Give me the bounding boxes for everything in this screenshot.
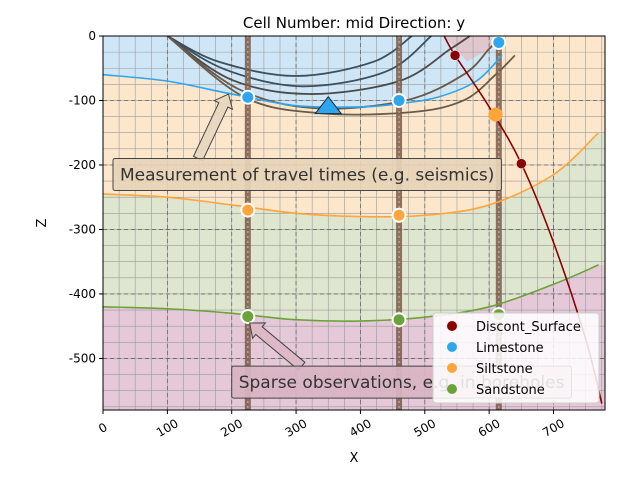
point-limestone [391, 92, 407, 108]
legend-marker-siltstone [447, 363, 457, 373]
x-tick-label: 600 [476, 416, 503, 440]
y-tick-label: -300 [69, 222, 96, 236]
annotation-arrow [192, 93, 234, 162]
observation-points [240, 34, 527, 328]
chart-title: Cell Number: mid Direction: y [243, 14, 465, 32]
y-axis-label: Z [35, 218, 50, 227]
annotation: Measurement of travel times (e.g. seismi… [112, 93, 502, 192]
legend: Discont_Surface Limestone Siltstone Sandsto… [432, 312, 600, 404]
annotation-arrow [249, 322, 306, 371]
y-tick-label: -400 [69, 287, 96, 301]
contact-line-limestone [103, 54, 503, 109]
legend-marker-discont_surface [447, 321, 457, 331]
point-sandstone [391, 312, 407, 328]
legend-label-limestone: Limestone [476, 341, 544, 356]
point-discont_surface [516, 158, 527, 169]
legend-label-sandstone: Sandstone [476, 383, 545, 398]
x-tick-label: 700 [540, 416, 567, 440]
y-axis-ticks: 0 -100 -200 -300 -400 -500 [69, 29, 103, 365]
x-tick-label: 300 [283, 416, 310, 440]
point-sandstone [240, 309, 256, 324]
orientation-circle [488, 107, 503, 122]
legend-label-discont_surface: Discont_Surface [476, 320, 581, 335]
y-tick-label: -100 [69, 93, 96, 107]
legend-marker-limestone [447, 342, 457, 352]
contact-line-sandstone [103, 264, 599, 322]
contact-line-siltstone [103, 132, 600, 218]
legend-label-siltstone: Siltstone [476, 362, 533, 377]
y-tick-label: -200 [69, 158, 96, 172]
x-axis-label: X [350, 451, 359, 466]
point-siltstone [240, 202, 256, 218]
x-axis-ticks: 0 100 200 300 400 500 600 700 [96, 410, 567, 440]
plot-frame [102, 35, 606, 411]
legend-marker-sandstone [447, 384, 457, 394]
seismic-horizon [166, 36, 413, 77]
layer-limestone [103, 36, 503, 108]
x-tick-label: 200 [218, 416, 245, 440]
point-limestone [491, 34, 507, 50]
y-tick-label: -500 [69, 351, 96, 365]
annotation-text: Measurement of travel times (e.g. seismi… [120, 166, 494, 186]
point-limestone [240, 89, 256, 105]
point-discont_surface [449, 50, 461, 61]
x-tick-label: 400 [347, 416, 374, 440]
legend-box [432, 312, 600, 404]
x-tick-label: 0 [96, 420, 110, 436]
fault-block [444, 36, 497, 62]
point-siltstone [391, 207, 407, 223]
orientation-triangle [314, 95, 343, 115]
x-tick-label: 500 [411, 416, 438, 440]
y-tick-label: 0 [88, 29, 96, 43]
x-tick-label: 100 [154, 416, 181, 440]
annotation-box [112, 158, 502, 192]
